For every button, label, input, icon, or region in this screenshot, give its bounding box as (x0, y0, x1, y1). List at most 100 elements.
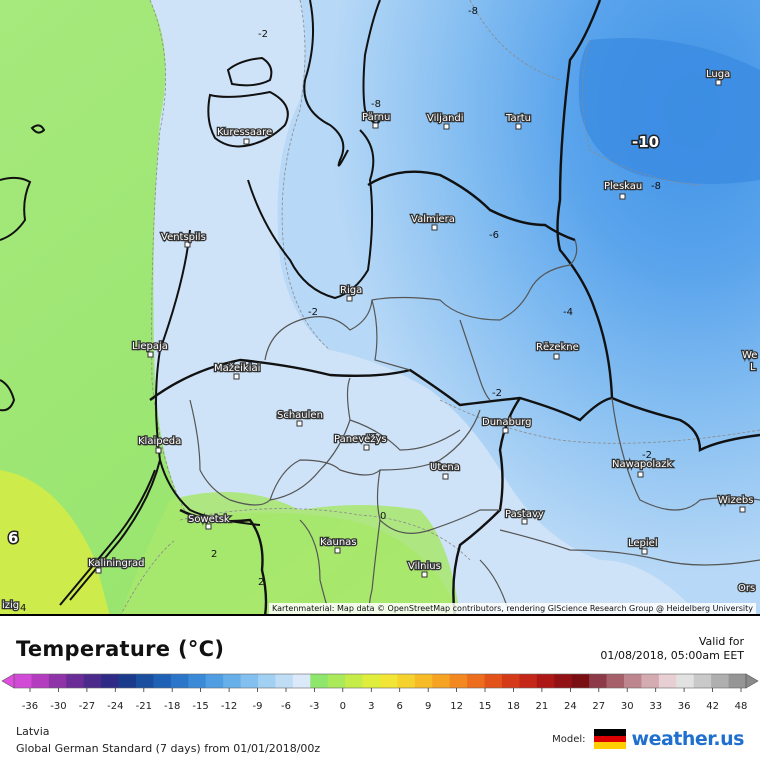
isotherm-label: -2 (258, 29, 268, 40)
scale-swatches (13, 673, 747, 689)
model-label: Model: (552, 733, 586, 745)
city-label[interactable]: Mažeikiai (213, 361, 262, 376)
isotherm-label: -2 (308, 307, 318, 318)
scale-swatch (275, 674, 294, 688)
city-label[interactable]: Rēzekne (535, 341, 580, 355)
isotherm-label: -8 (371, 99, 381, 110)
scale-swatch (310, 674, 329, 688)
city-label[interactable]: Kaunas (319, 536, 358, 550)
city-label[interactable]: Schaulen (276, 409, 325, 423)
city-label[interactable]: Viljandi (426, 112, 465, 126)
scale-swatch (676, 674, 695, 688)
city-labels: Kuressaare Pärnu Viljandi Tartu Luga Ple… (87, 68, 755, 574)
edge-label: Ors (738, 583, 755, 594)
scale-swatch (292, 674, 311, 688)
scale-ticks: -36 -30 -27 -24 -21 -18 -15 -12 -9 -6 -3 0 3 6 9 12 15 18… (22, 688, 747, 712)
scale-swatch (170, 674, 189, 688)
city-markers (95, 79, 746, 578)
coastlines (0, 0, 381, 606)
city-label[interactable]: Kuressaare (216, 126, 274, 140)
city-label[interactable]: Valmiera (410, 213, 456, 227)
city-label[interactable]: Pleskau (603, 180, 644, 194)
scale-swatch (711, 674, 729, 688)
isotherms (120, 0, 760, 614)
scale-swatch (118, 674, 137, 688)
scale-swatch (31, 674, 50, 688)
scale-swatch (258, 674, 276, 688)
scale-swatch (624, 674, 642, 688)
footer-info: Latvia Global German Standard (7 days) f… (16, 723, 320, 757)
scale-swatch (467, 674, 485, 688)
city-label[interactable]: Panevėžys (333, 432, 388, 447)
german-flag-icon (593, 729, 626, 750)
isotherm-label: 2 (258, 577, 264, 588)
city-label[interactable]: Vilnius (407, 560, 442, 574)
scale-tick-label: 42 (706, 701, 719, 712)
scale-swatch (571, 674, 590, 688)
city-label[interactable]: Liepaja (131, 340, 169, 354)
isotherm-label: 2 (211, 549, 217, 560)
edge-label: 4 (20, 603, 26, 614)
edge-label: We (742, 350, 757, 361)
scale-swatch (153, 674, 172, 688)
scale-swatch (414, 674, 433, 688)
isotherm-label: -2 (492, 388, 502, 399)
city-label[interactable]: Dunaburg (481, 416, 533, 430)
edge-label: izig (2, 600, 19, 611)
isotherm-labels: -8 -2 -8 -6 -8 -4 -2 -2 -2 0 2 2 2 (211, 6, 661, 588)
city-label[interactable]: Nawapolazk (611, 458, 674, 472)
scale-tick-label: -12 (221, 701, 237, 712)
scale-swatch (205, 674, 224, 688)
city-label[interactable]: Klaipeda (137, 435, 183, 449)
valid-label: Valid for (698, 635, 744, 648)
city-label[interactable]: Riga (339, 284, 364, 298)
city-label[interactable]: Sowetsk (187, 513, 232, 527)
city-label[interactable]: Pastavy (504, 508, 545, 522)
map-canvas: Kuressaare Pärnu Viljandi Tartu Luga Ple… (0, 0, 760, 614)
city-label[interactable]: Pärnu (361, 111, 392, 125)
scale-swatch (432, 674, 451, 688)
scale-tick-label: -21 (136, 701, 152, 712)
scale-swatch (536, 674, 555, 688)
city-label[interactable]: Utena (429, 461, 461, 475)
scale-tick-label: 18 (507, 701, 520, 712)
city-label[interactable]: Ventspils (160, 231, 207, 245)
scale-swatch (519, 674, 538, 688)
scale-swatch (327, 674, 346, 688)
temperature-map[interactable]: Kuressaare Pärnu Viljandi Tartu Luga Ple… (0, 0, 760, 616)
scale-swatch (728, 674, 747, 688)
scale-tick-label: 27 (592, 701, 605, 712)
scale-swatch (397, 674, 416, 688)
mild-zone (120, 492, 460, 614)
scale-tick-label: -9 (253, 701, 263, 712)
brand-block[interactable]: Model: weather.us (552, 728, 744, 750)
scale-swatch (240, 674, 259, 688)
brand-logo[interactable]: weather.us (631, 728, 745, 750)
scale-swatch (345, 674, 363, 688)
scale-swatch (606, 674, 625, 688)
model-run-label: Global German Standard (7 days) from 01/… (16, 742, 321, 755)
isotherm-label: -6 (489, 230, 499, 241)
scale-swatch (66, 674, 85, 688)
scale-swatch (449, 674, 468, 688)
scale-tick-label: 15 (479, 701, 492, 712)
scale-tick-label: 30 (621, 701, 634, 712)
scale-swatch (484, 674, 503, 688)
scale-tick-label: -6 (281, 701, 291, 712)
scale-swatch (554, 674, 573, 688)
scale-swatch (380, 674, 398, 688)
min-temperature-label: -10 (632, 133, 659, 151)
city-label[interactable]: Luga (705, 68, 732, 82)
city-label[interactable]: Kaliningrad (87, 557, 146, 571)
max-temperature-label: 6 (8, 529, 18, 547)
scale-tick-label: 3 (368, 701, 374, 712)
city-label[interactable]: Tartu (504, 112, 533, 126)
city-label[interactable]: Lepiel (627, 537, 659, 551)
isotherm-label: -4 (563, 307, 573, 318)
scale-tick-label: 9 (425, 701, 431, 712)
scale-swatch (502, 674, 520, 688)
scale-tick-label: 36 (678, 701, 691, 712)
scale-swatch (101, 674, 119, 688)
city-label[interactable]: Wizebs (717, 494, 755, 508)
isotherm-label: -8 (468, 6, 478, 17)
